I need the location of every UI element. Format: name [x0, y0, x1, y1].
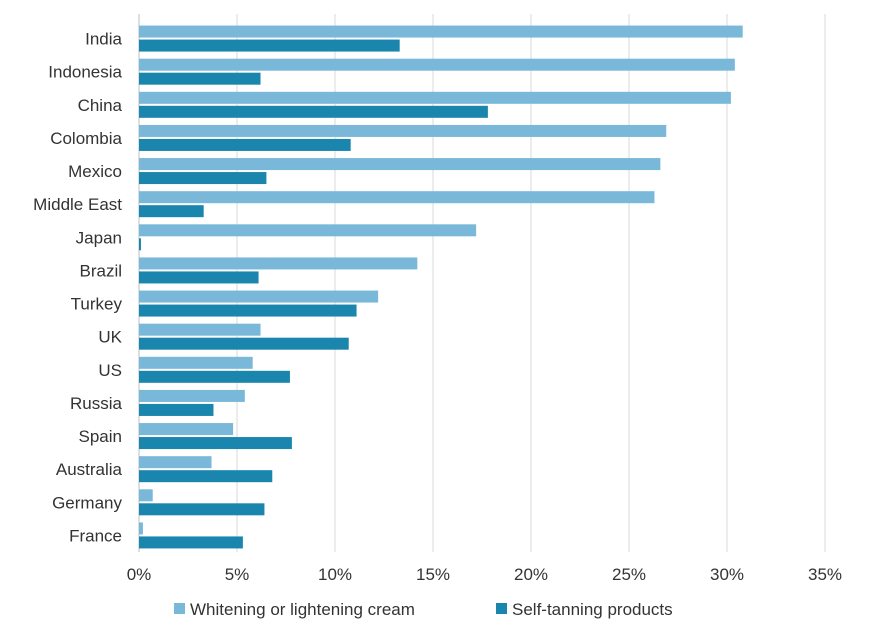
category-label-russia: Russia — [70, 394, 123, 413]
bar-whitening-middle-east — [139, 191, 655, 204]
bar-whitening-spain — [139, 423, 234, 436]
legend-swatch-self-tanning — [496, 603, 507, 614]
bar-whitening-brazil — [139, 257, 418, 270]
category-label-mexico: Mexico — [68, 162, 122, 181]
bar-self-tanning-turkey — [139, 304, 357, 317]
category-label-australia: Australia — [56, 460, 123, 479]
bars — [139, 25, 743, 549]
category-label-indonesia: Indonesia — [48, 63, 122, 82]
bar-whitening-china — [139, 91, 731, 104]
category-label-france: France — [69, 526, 122, 545]
x-tick-labels: 0% 5% 10% 15% 20% 25% 30% 35% — [127, 565, 842, 584]
legend-swatch-whitening — [174, 603, 185, 614]
bar-whitening-us — [139, 356, 253, 369]
bar-whitening-colombia — [139, 124, 667, 137]
bar-self-tanning-china — [139, 105, 488, 118]
legend-label-self-tanning: Self-tanning products — [512, 600, 673, 619]
bar-self-tanning-spain — [139, 437, 292, 450]
category-label-china: China — [78, 96, 123, 115]
bar-self-tanning-mexico — [139, 172, 267, 185]
bar-self-tanning-uk — [139, 337, 349, 350]
category-label-japan: Japan — [76, 228, 122, 247]
bar-whitening-australia — [139, 456, 212, 469]
bar-whitening-france — [139, 522, 143, 535]
bar-self-tanning-brazil — [139, 271, 259, 284]
category-label-colombia: Colombia — [50, 129, 122, 148]
category-labels: India Indonesia China Colombia Mexico Middle … — [33, 30, 122, 546]
category-label-india: India — [85, 30, 122, 49]
bar-self-tanning-russia — [139, 403, 214, 416]
x-tick-label-0: 0% — [127, 565, 152, 584]
bar-self-tanning-colombia — [139, 138, 351, 151]
bar-whitening-japan — [139, 224, 477, 237]
bar-whitening-germany — [139, 489, 153, 502]
bar-self-tanning-germany — [139, 503, 265, 516]
x-tick-label-3: 15% — [416, 565, 450, 584]
bar-self-tanning-indonesia — [139, 72, 261, 85]
bar-whitening-russia — [139, 389, 245, 402]
bar-self-tanning-australia — [139, 470, 273, 483]
bar-whitening-uk — [139, 323, 261, 336]
bar-whitening-mexico — [139, 158, 661, 171]
bar-whitening-indonesia — [139, 58, 735, 71]
x-tick-label-6: 30% — [710, 565, 744, 584]
category-label-spain: Spain — [79, 427, 122, 446]
x-tick-label-1: 5% — [225, 565, 250, 584]
bar-self-tanning-india — [139, 39, 400, 52]
x-tick-label-2: 10% — [318, 565, 352, 584]
bar-whitening-turkey — [139, 290, 379, 303]
x-tick-label-7: 35% — [808, 565, 842, 584]
category-label-uk: UK — [98, 328, 122, 347]
category-label-turkey: Turkey — [71, 295, 123, 314]
x-tick-label-4: 20% — [514, 565, 548, 584]
bar-self-tanning-france — [139, 536, 243, 549]
legend: Whitening or lightening cream Self-tanni… — [174, 600, 673, 619]
bar-whitening-india — [139, 25, 743, 38]
x-tick-label-5: 25% — [612, 565, 646, 584]
category-label-germany: Germany — [52, 493, 122, 512]
category-label-brazil: Brazil — [79, 261, 122, 280]
category-label-us: US — [98, 361, 122, 380]
bar-self-tanning-japan — [139, 238, 141, 251]
bar-self-tanning-middle-east — [139, 205, 204, 218]
category-label-middle-east: Middle East — [33, 195, 122, 214]
bar-self-tanning-us — [139, 370, 290, 383]
legend-label-whitening: Whitening or lightening cream — [190, 600, 415, 619]
